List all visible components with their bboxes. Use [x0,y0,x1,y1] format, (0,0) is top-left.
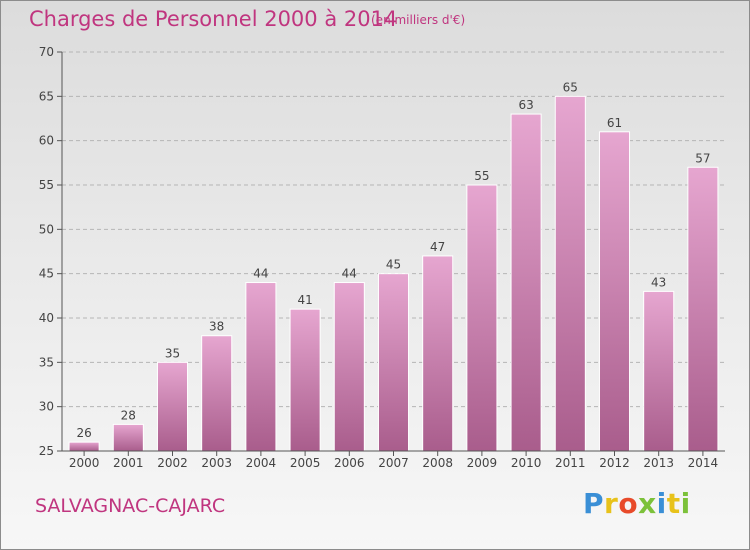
x-tick-label: 2009 [467,456,498,470]
y-tick-label: 55 [39,178,54,192]
x-tick-label: 2014 [688,456,719,470]
bar-value-label: 61 [607,116,622,130]
bar [554,95,586,452]
bar-value-label: 26 [76,426,91,440]
chart-title: Charges de Personnel 2000 à 2014 [29,7,398,31]
bar [598,131,631,452]
x-tick-label: 2004 [246,456,277,470]
bar-value-label: 65 [563,80,578,94]
y-tick-label: 40 [39,311,54,325]
bar-value-label: 45 [386,258,401,272]
bar [377,273,410,452]
bar [643,290,675,452]
bar [68,441,100,452]
bar-value-label: 47 [430,240,445,254]
chart-unit-note: (en milliers d'€) [371,13,466,27]
logo-letter: x [638,487,657,520]
proxiti-logo: Proxiti [583,487,691,520]
y-tick-label: 70 [39,45,54,59]
logo-letter: r [604,487,619,520]
x-tick-label: 2010 [511,456,542,470]
bar-value-label: 63 [518,98,533,112]
x-tick-label: 2003 [201,456,232,470]
logo-letter: i [656,487,667,520]
bar [466,184,498,452]
bar-value-label: 44 [342,267,357,281]
logo-letter: i [680,487,691,520]
x-tick-label: 2002 [157,456,188,470]
logo-letter: o [618,487,639,520]
bar [422,255,454,452]
bar-value-label: 35 [165,346,180,360]
bar [333,282,365,452]
bar-value-label: 43 [651,275,666,289]
y-tick-label: 60 [39,134,54,148]
x-tick-label: 2006 [334,456,365,470]
bar-value-label: 44 [253,267,268,281]
bar [289,308,321,452]
bar [112,423,144,452]
bar-value-label: 57 [695,151,710,165]
bar-value-label: 41 [297,293,312,307]
x-tick-label: 2008 [422,456,453,470]
x-tick-label: 2007 [378,456,409,470]
y-tick-label: 45 [39,267,54,281]
bar-value-label: 38 [209,320,224,334]
x-tick-label: 2000 [69,456,100,470]
bar-value-label: 28 [121,408,136,422]
x-tick-label: 2005 [290,456,321,470]
commune-name: SALVAGNAC-CAJARC [35,495,226,517]
bar [510,113,542,452]
y-tick-label: 50 [39,222,54,236]
y-tick-label: 25 [39,444,54,458]
bar [687,166,719,452]
x-tick-label: 2013 [643,456,674,470]
y-tick-label: 65 [39,89,54,103]
x-tick-label: 2012 [599,456,630,470]
x-tick-label: 2011 [555,456,586,470]
bar [201,335,233,452]
bar [245,282,277,452]
bar [156,361,189,452]
y-tick-label: 35 [39,355,54,369]
bar-value-label: 55 [474,169,489,183]
y-tick-label: 30 [39,400,54,414]
x-tick-label: 2001 [113,456,144,470]
logo-letter: t [666,487,681,520]
logo-letter: P [583,487,605,520]
